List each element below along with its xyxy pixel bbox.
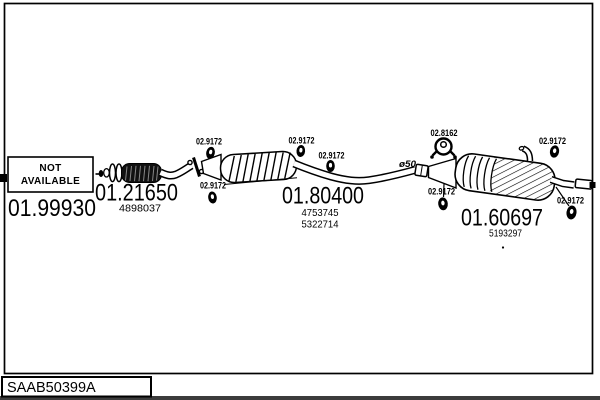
flex-pipe-bellows-icon [108,163,162,183]
rubber-mount-icon [208,191,217,204]
flex-pipe-inlet-flange-icon [95,167,110,178]
diagram-border [3,2,594,375]
rubber-mount-icon [566,205,577,220]
sheet-code-box [1,376,152,398]
hanger-rod [442,183,445,198]
not-available-box [7,156,94,193]
rear-silencer-ribs [462,155,498,192]
oe-number-center-section-2: 5322714 [302,219,339,231]
mount-code-label: 02.9172 [557,196,584,207]
center-silencer-inlet-cone [200,153,222,182]
oe-number-flex-pipe: 4898037 [119,203,161,215]
sheet-code-label: SAAB50399A [7,380,96,396]
center-silencer-ribs [228,152,291,183]
clamp-code-label: 02.8162 [431,128,458,139]
speck-dot [501,246,505,249]
connecting-pipe-inner [293,161,417,184]
mount-code-label: 02.9172 [319,150,345,161]
part-code-flex-pipe: 01.21650 [95,180,178,207]
rear-silencer-body [454,153,558,203]
pipe-coupler-icon [414,163,429,178]
rear-silencer-hatch [489,156,558,203]
mount-code-label: 02.9172 [428,187,455,198]
part-code-center-section: 01.80400 [282,183,364,210]
footer-bar [0,396,600,400]
rubber-mount-icon [296,145,306,157]
mount-code-label: 02.9172 [539,136,566,147]
pipe-clamp-icon [430,137,457,159]
rear-silencer-inlet-cone [427,157,457,190]
flex-pipe-outlet-pipe-inner [159,163,193,179]
rubber-mount-icon [206,146,215,159]
tailpipe-inner [550,177,575,188]
hanger-rod [555,186,570,207]
muffler-hook-pipe-inner [522,146,532,162]
mount-code-label: 02.9172 [200,181,226,192]
part-code-rear-silencer: 01.60697 [461,205,543,232]
rubber-mount-icon [549,145,560,158]
not-available-text-line2: AVAILABLE [21,176,80,187]
rubber-mount-icon [438,197,448,211]
part-code-front-section: 01.99930 [8,195,96,222]
rubber-mount-icon [326,160,335,172]
hook-pipe-end-cap [518,145,525,151]
oe-number-center-section-1: 4753745 [302,207,339,219]
tailpipe-end-marker [589,182,596,188]
mount-code-label: 02.9172 [289,135,315,146]
center-silencer-shadow-line [223,177,298,185]
not-available-text-line1: NOT [39,163,61,174]
front-connection-marker [0,174,7,182]
oe-number-rear-silencer: 5193297 [489,228,522,240]
mount-code-label: 02.9172 [196,137,222,148]
pipe-diameter-label: ø50 [399,159,417,170]
